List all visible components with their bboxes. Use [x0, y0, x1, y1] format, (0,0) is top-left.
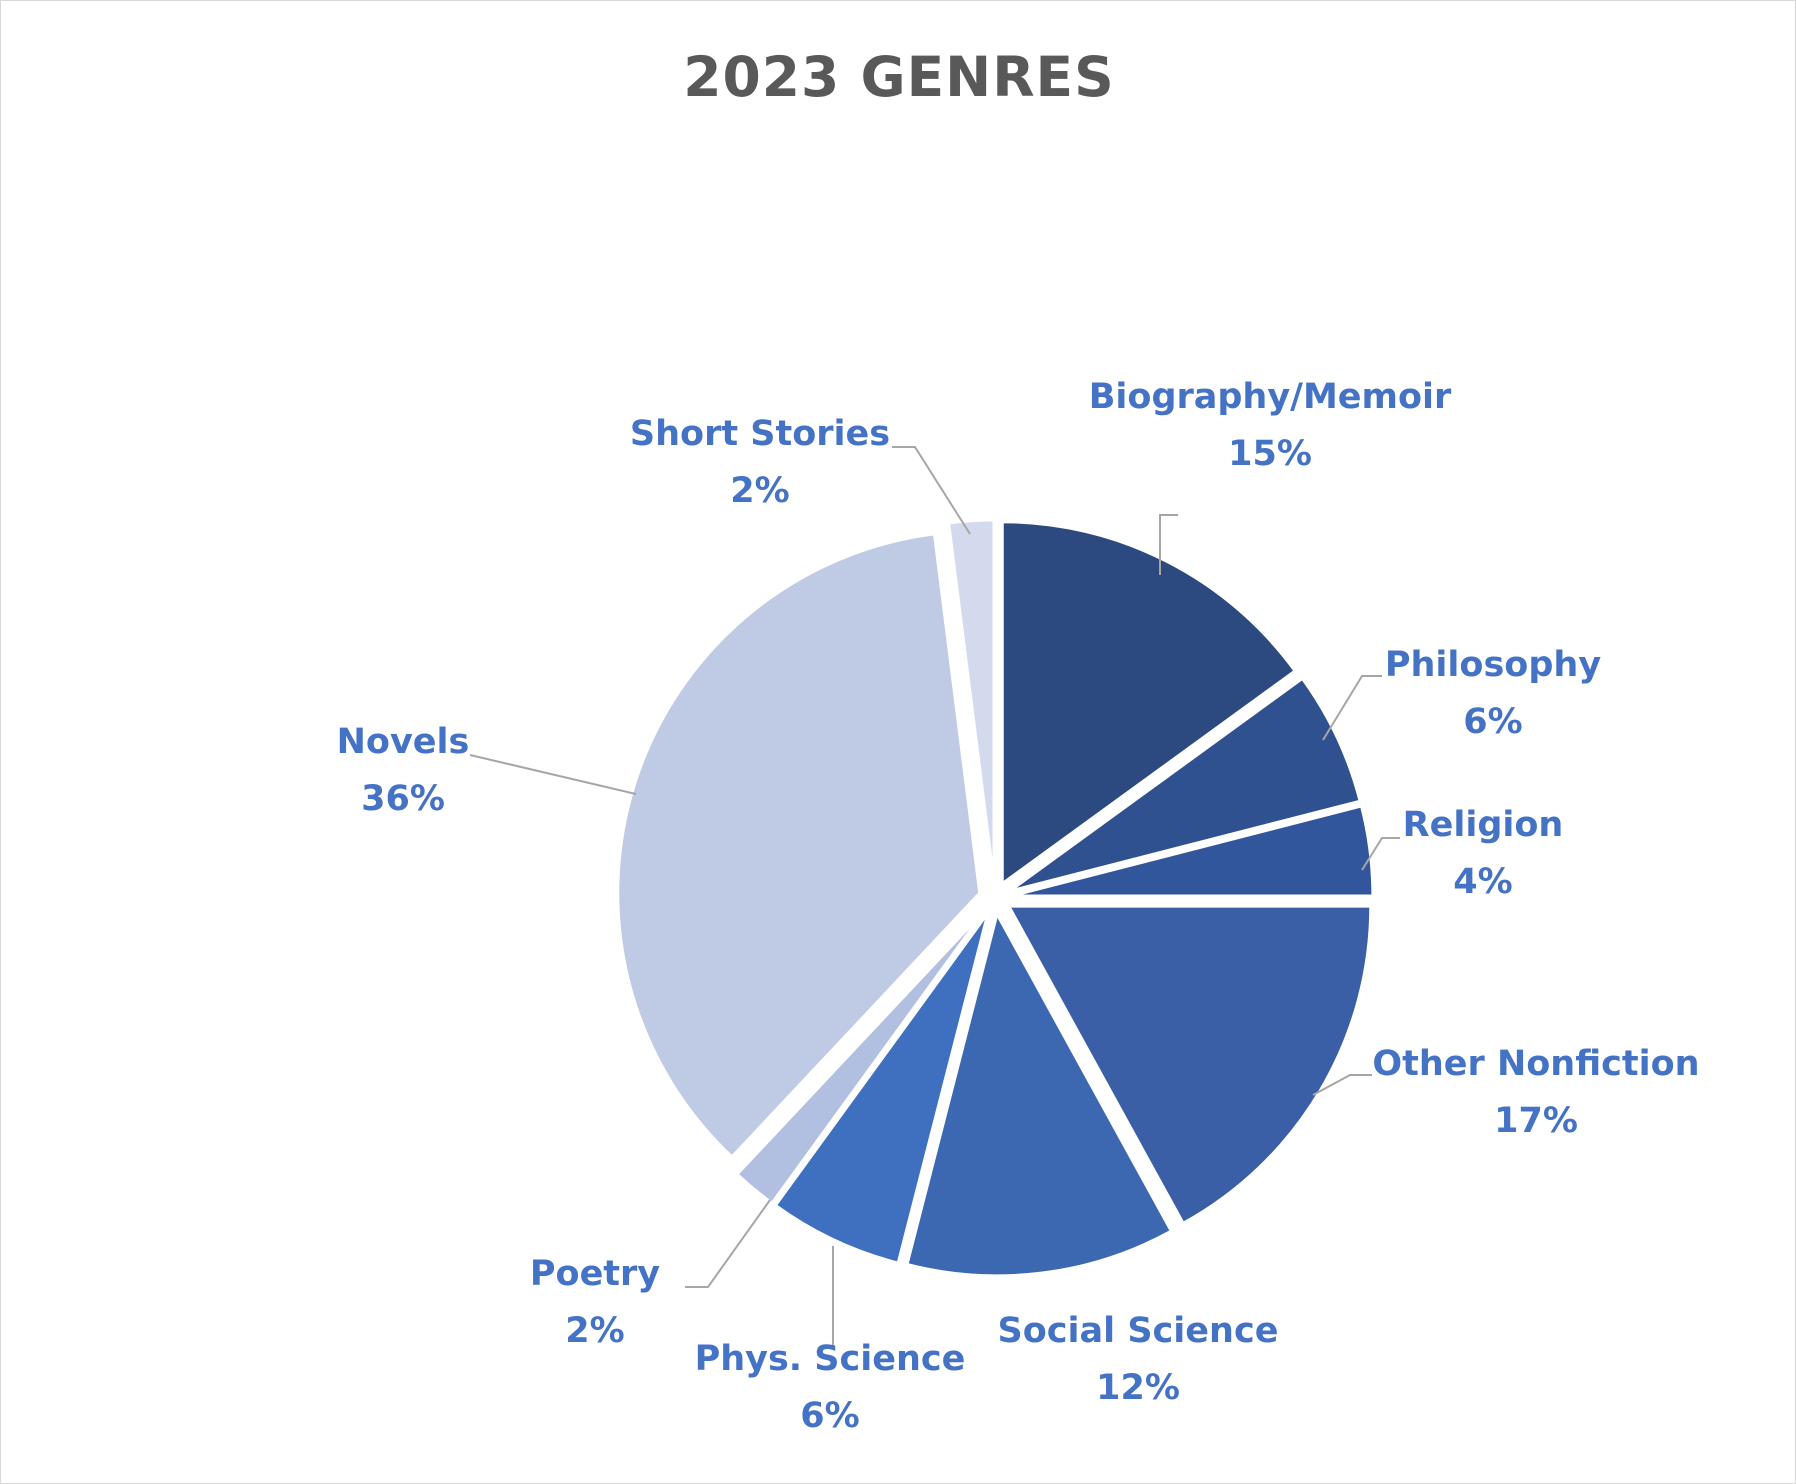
leader-line: [685, 1199, 771, 1288]
leader-line: [1361, 837, 1400, 871]
pie-slice-philosophy: [1008, 676, 1362, 893]
pie-slice-phys-science: [773, 911, 990, 1265]
pie-slice-biography-memoir: [1000, 520, 1298, 887]
slice-label: Phys. Science: [695, 1339, 966, 1379]
pie-slice-religion: [1010, 804, 1375, 898]
slice-percent-label: 4%: [1453, 862, 1512, 902]
slice-label: Philosophy: [1385, 645, 1601, 685]
slice-percent-label: 12%: [1096, 1368, 1180, 1408]
pie-slice-novels: [616, 532, 982, 1160]
slice-label: Biography/Memoir: [1089, 377, 1452, 417]
pie-slice-poetry: [734, 909, 987, 1206]
slice-percent-label: 36%: [361, 779, 445, 819]
slice-label: Religion: [1403, 805, 1564, 845]
slice-label: Novels: [337, 722, 470, 762]
leader-line: [1312, 1074, 1372, 1096]
slice-label: Social Science: [998, 1311, 1279, 1351]
slice-percent-label: 2%: [730, 471, 789, 511]
slice-percent-label: 17%: [1494, 1101, 1578, 1141]
leader-line: [892, 446, 971, 535]
leader-line: [1322, 675, 1382, 741]
slice-label: Poetry: [530, 1254, 660, 1294]
slice-percent-label: 6%: [800, 1396, 859, 1436]
slice-percent-label: 2%: [565, 1311, 624, 1351]
slice-percent-label: 15%: [1228, 434, 1312, 474]
pie-slice-short-stories: [946, 518, 996, 883]
leader-line: [1159, 514, 1178, 575]
leader-line: [469, 754, 637, 795]
slice-percent-label: 6%: [1463, 702, 1522, 742]
chart-title: 2023 GENRES: [683, 45, 1115, 109]
pie-slice-social-science: [905, 909, 1174, 1278]
slice-label: Other Nonfiction: [1372, 1044, 1699, 1084]
slice-label: Short Stories: [630, 414, 890, 454]
